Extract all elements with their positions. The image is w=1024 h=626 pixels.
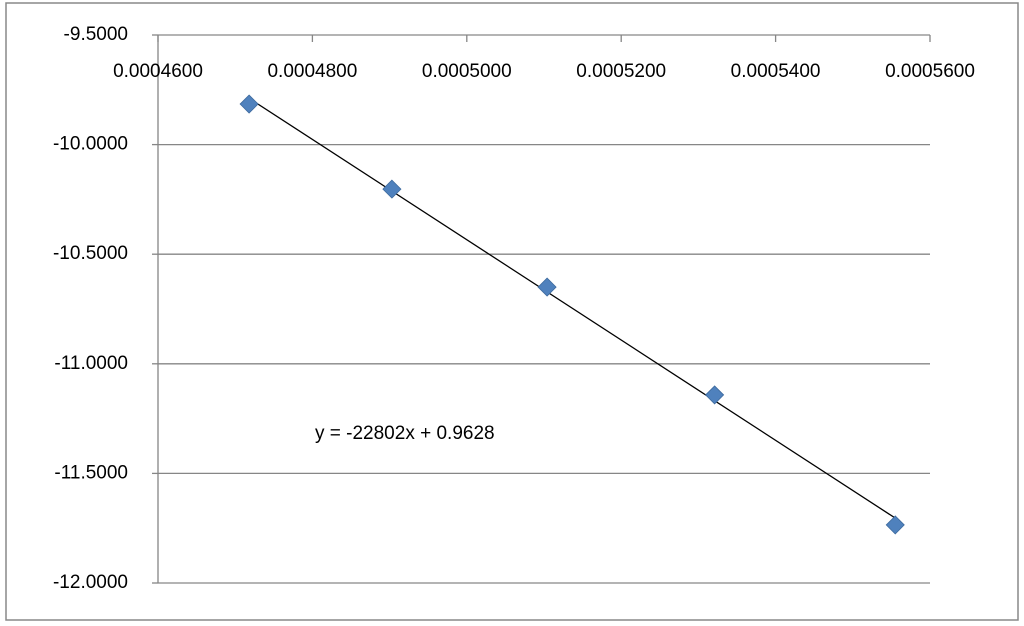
- y-tick-label: -9.5000: [64, 24, 128, 45]
- data-point: [705, 385, 725, 405]
- annotation: y = -22802x + 0.9628: [315, 423, 495, 444]
- chart-frame: [5, 2, 1019, 621]
- data-point: [239, 94, 259, 114]
- y-tick-label: -10.0000: [53, 134, 128, 155]
- x-tick-label: 0.0005200: [576, 61, 666, 82]
- y-tick-label: -11.5000: [54, 462, 128, 483]
- x-tick-label: 0.0004600: [113, 61, 203, 82]
- x-tick-label: 0.0004800: [267, 61, 357, 82]
- y-tick-label: -11.0000: [54, 353, 128, 374]
- y-tick-label: -10.5000: [53, 243, 128, 264]
- data-point: [885, 515, 905, 535]
- x-tick-label: 0.0005400: [731, 61, 821, 82]
- data-point: [537, 277, 557, 297]
- x-tick-label: 0.0005000: [422, 61, 512, 82]
- y-tick-label: -12.0000: [53, 572, 128, 593]
- x-tick-label: 0.0005600: [885, 61, 975, 82]
- trendline: [248, 97, 896, 519]
- data-point: [382, 179, 402, 199]
